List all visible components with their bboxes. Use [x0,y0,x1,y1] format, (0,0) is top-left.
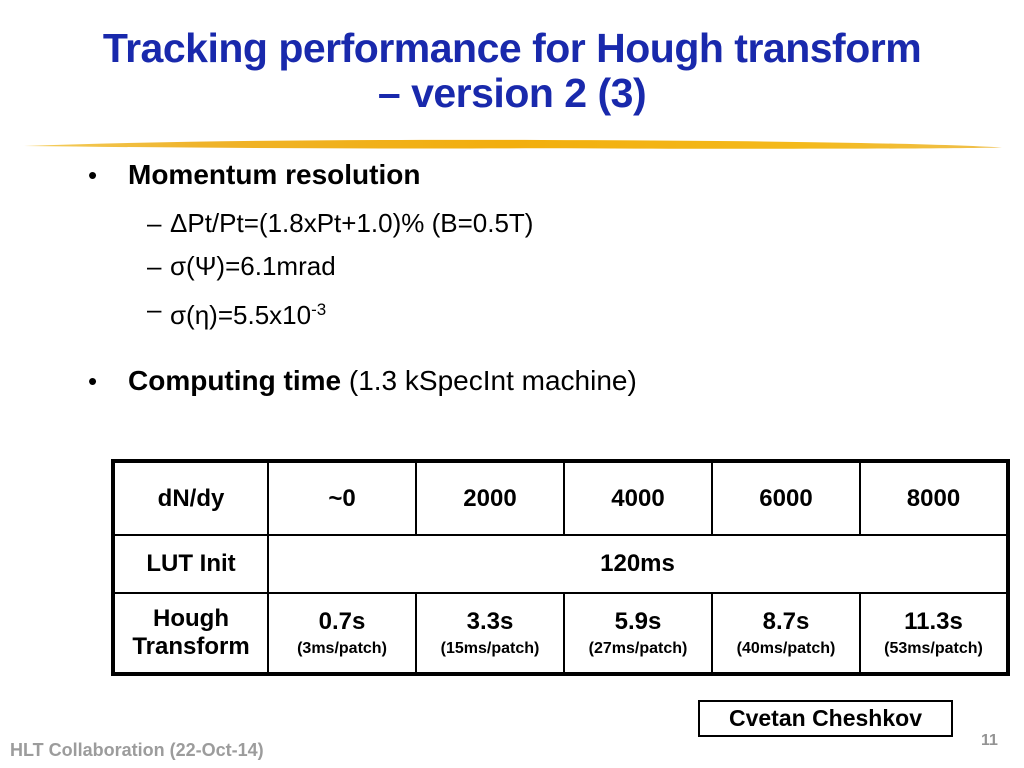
computing-time-machine: (1.3 kSpecInt machine) [341,365,637,396]
lut-init-value: 120ms [267,534,1009,594]
hough-cell-2: 5.9s (27ms/patch) [563,592,713,675]
credit-box: Cvetan Cheshkov [698,700,953,737]
header-cell-0: ~0 [267,460,417,536]
hough-time: 11.3s [904,608,963,635]
bullet-list: • Momentum resolution – ΔPt/Pt=(1.8xPt+1… [88,158,988,398]
gold-divider [22,134,1004,158]
computing-time-label: Computing time [128,365,342,396]
table-row-header: dN/dy ~0 2000 4000 6000 8000 [112,460,1009,536]
table-row-lut-init: LUT Init 120ms [112,534,1009,594]
sub-bullet-eta-resolution: – σ(η)=5.5x10-3 [147,288,988,337]
sub-bullet-eta-resolution-text: σ(η)=5.5x10-3 [170,288,326,337]
credit-name: Cvetan Cheshkov [728,705,922,731]
sub-bullet-psi-resolution: – σ(Ψ)=6.1mrad [147,245,988,288]
page-title: Tracking performance for Hough transform… [0,26,1024,116]
hough-cell-3: 8.7s (40ms/patch) [711,592,861,675]
momentum-sub-list: – ΔPt/Pt=(1.8xPt+1.0)% (B=0.5T) – σ(Ψ)=6… [147,202,988,337]
bullet-computing-time-text: Computing time (1.3 kSpecInt machine) [128,364,637,398]
header-cell-8000: 8000 [859,460,1009,536]
hough-rate: (40ms/patch) [736,640,836,657]
table-row-hough-transform: Hough Transform 0.7s (3ms/patch) 3.3s (1… [112,592,1009,675]
page-title-line1: Tracking performance for Hough transform [102,25,922,71]
bullet-momentum: • Momentum resolution [88,158,988,192]
hough-rate: (27ms/patch) [588,640,688,657]
sub-bullet-dash-icon: – [147,208,162,238]
hough-time: 3.3s [466,608,514,635]
hough-cell-4: 11.3s (53ms/patch) [859,592,1009,675]
page-title-line2: – version 2 (3) [377,70,647,116]
eta-resolution-base: σ(η)=5.5x10 [170,300,312,330]
hough-rate: (3ms/patch) [297,640,387,657]
sub-bullet-psi-resolution-text: σ(Ψ)=6.1mrad [170,251,336,281]
sub-bullet-dash-icon: – [147,251,162,281]
hough-rate: (53ms/patch) [884,640,983,657]
sub-bullet-pt-resolution: – ΔPt/Pt=(1.8xPt+1.0)% (B=0.5T) [147,202,988,245]
sub-bullet-pt-resolution-text: ΔPt/Pt=(1.8xPt+1.0)% (B=0.5T) [170,208,534,238]
hough-rate: (15ms/patch) [440,640,540,657]
footer-collaboration-label: HLT Collaboration (22-Oct-14) [10,740,264,760]
header-cell-4000: 4000 [563,460,713,536]
hough-time: 8.7s [762,608,810,635]
hough-time: 0.7s [318,608,366,635]
hough-transform-label: Hough Transform [112,592,269,675]
hough-time: 5.9s [614,608,662,635]
gold-divider-stroke [24,139,1002,149]
page-number: 11 [981,732,998,749]
bullet-momentum-label: Momentum resolution [128,159,421,190]
bullet-dot-icon: • [88,366,98,396]
bullet-dot-icon: • [88,160,98,190]
hough-cell-0: 0.7s (3ms/patch) [267,592,417,675]
header-cell-6000: 6000 [711,460,861,536]
computing-time-table: dN/dy ~0 2000 4000 6000 8000 LUT Init 12… [111,459,1010,676]
header-cell-dndy: dN/dy [112,460,269,536]
hough-cell-1: 3.3s (15ms/patch) [415,592,565,675]
lut-init-label: LUT Init [112,534,269,594]
bullet-computing-time: • Computing time (1.3 kSpecInt machine) [88,364,988,398]
header-cell-2000: 2000 [415,460,565,536]
sub-bullet-dash-icon: – [147,294,162,324]
eta-resolution-exponent: -3 [311,300,327,319]
